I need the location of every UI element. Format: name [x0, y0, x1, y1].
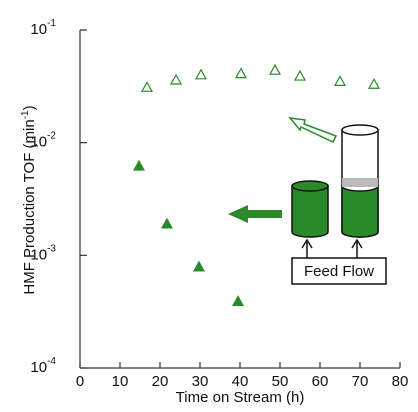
cylinder-right-fill: [341, 185, 379, 238]
y-axis-label-text: HMF Production TOF (min: [21, 119, 38, 294]
x-tick-label: 0: [76, 373, 84, 390]
point: [268, 63, 282, 75]
point: [192, 260, 206, 272]
y-axis-label-sup: -1: [20, 110, 31, 119]
cylinder-left-top: [291, 180, 329, 192]
x-tick-label: 70: [352, 373, 369, 390]
cylinder-right-top: [341, 124, 379, 136]
point: [169, 73, 183, 85]
point: [234, 67, 248, 79]
y-tick-label: 10-3: [30, 243, 56, 263]
y-tick-exponent: -4: [47, 356, 56, 367]
feed-box: [291, 257, 387, 285]
point: [140, 81, 154, 92]
cylinder-right-band: [342, 178, 378, 187]
x-tick-label: 40: [232, 373, 249, 390]
x-tick-label: 50: [272, 373, 289, 390]
y-tick-base: 10: [30, 359, 47, 376]
x-tick-label: 80: [392, 373, 409, 390]
x-tick-label: 10: [112, 373, 129, 390]
point: [132, 159, 146, 171]
y-tick-base: 10: [30, 134, 47, 151]
y-tick-exponent: -1: [47, 18, 56, 29]
y-tick-label: 10-1: [30, 18, 56, 38]
y-tick-exponent: -2: [47, 130, 56, 141]
cylinder-left: [291, 185, 329, 238]
open-arrow: [288, 117, 338, 143]
point: [367, 78, 381, 89]
inset-diagram: [228, 117, 387, 285]
y-axis-label-end: ): [21, 105, 38, 110]
y-tick-label: 10-2: [30, 130, 56, 150]
x-tick-label: 20: [152, 373, 169, 390]
x-axis-label: Time on Stream (h): [176, 389, 305, 406]
annotation: Feed Flow: [304, 263, 374, 280]
point: [231, 295, 245, 307]
y-tick-base: 10: [30, 21, 47, 38]
point: [293, 69, 307, 81]
y-tick-base: 10: [30, 246, 47, 263]
point: [194, 68, 208, 80]
y-axis-label: HMF Production TOF (min-1): [20, 105, 38, 294]
x-tick-label: 60: [312, 373, 329, 390]
y-tick-label: 10-4: [30, 356, 56, 376]
filled-arrow: [228, 205, 282, 223]
point: [333, 75, 347, 86]
point: [160, 217, 174, 229]
flow-arrows: [301, 238, 363, 258]
y-tick-exponent: -3: [47, 243, 56, 254]
x-tick-label: 30: [192, 373, 209, 390]
